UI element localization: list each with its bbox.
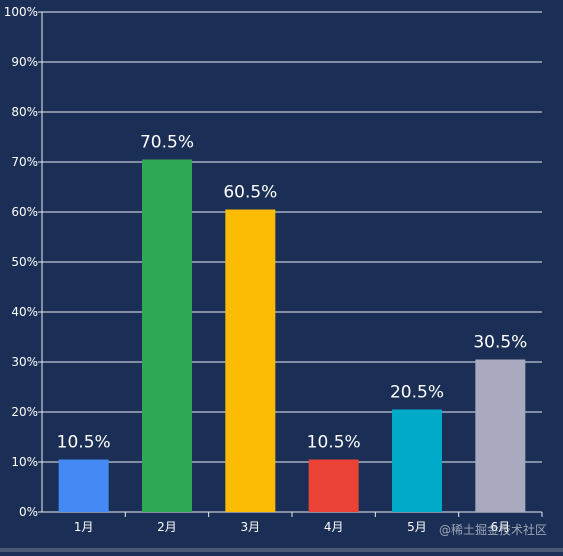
bar-value-label: 30.5% <box>473 333 527 353</box>
bar-4 <box>308 459 359 512</box>
y-tick-label: 70% <box>11 155 38 169</box>
grid-lines <box>42 11 542 463</box>
y-tick-label: 40% <box>11 305 38 319</box>
x-tick-label: 1月 <box>74 520 94 534</box>
bottom-divider <box>0 548 563 552</box>
y-tick-label: 100% <box>4 5 38 19</box>
bar-6 <box>475 359 526 512</box>
y-tick-label: 60% <box>11 205 38 219</box>
y-tick-label: 50% <box>11 255 38 269</box>
bar-value-label: 20.5% <box>390 383 444 403</box>
bar-value-label: 60.5% <box>223 183 277 203</box>
x-tick-label: 4月 <box>324 520 344 534</box>
y-tick-label: 10% <box>11 455 38 469</box>
y-tick-label: 30% <box>11 355 38 369</box>
data-labels: 10.5% 70.5% 60.5% 10.5% 20.5% 30.5% <box>57 133 528 453</box>
y-tick-label: 0% <box>19 505 38 519</box>
bars <box>58 159 526 512</box>
bar-value-label: 70.5% <box>140 133 194 153</box>
x-tick-label: 3月 <box>241 520 261 534</box>
bar-1 <box>58 459 109 512</box>
bar-3 <box>225 209 276 512</box>
axes <box>38 11 543 517</box>
watermark-text: @稀土掘金技术社区 <box>438 523 547 537</box>
bar-2 <box>142 159 192 512</box>
y-tick-label: 90% <box>11 55 38 69</box>
bar-value-label: 10.5% <box>307 433 361 453</box>
bar-value-label: 10.5% <box>57 433 111 453</box>
x-tick-label: 6月 <box>491 520 511 534</box>
y-tick-label: 80% <box>11 105 38 119</box>
x-tick-label: 5月 <box>407 520 427 534</box>
bar-5 <box>392 409 442 512</box>
y-tick-label: 20% <box>11 405 38 419</box>
x-tick-label: 2月 <box>157 520 177 534</box>
tick-labels: 0% 10% 20% 30% 40% 50% 60% 70% 80% 90% 100% 1月 2月 3月 4… <box>4 5 510 534</box>
